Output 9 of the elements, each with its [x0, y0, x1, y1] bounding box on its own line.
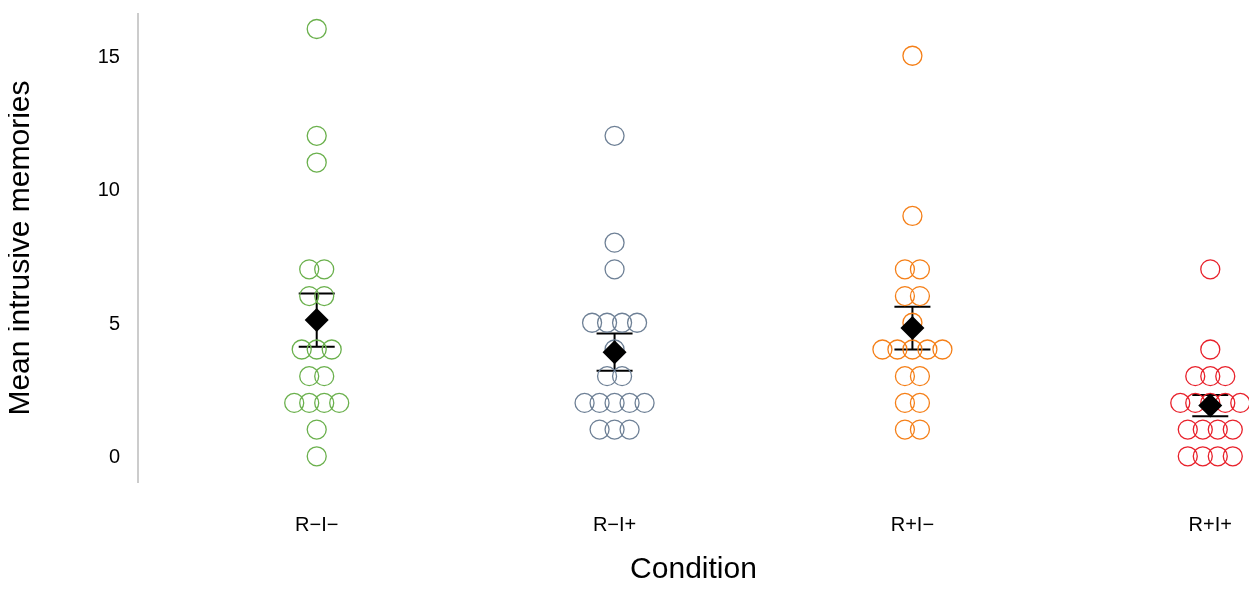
- x-tick-label: R+I+: [1188, 513, 1232, 536]
- y-tick-label: 15: [97, 44, 120, 67]
- x-tick-label: R+I−: [890, 513, 935, 536]
- x-tick-label: R−I+: [592, 513, 637, 536]
- y-tick-label: 0: [108, 445, 120, 468]
- x-tick-label: R−I−: [295, 513, 339, 536]
- y-tick-label: 5: [108, 311, 120, 334]
- x-axis-title: Condition: [630, 551, 757, 584]
- y-tick-label: 10: [97, 178, 120, 201]
